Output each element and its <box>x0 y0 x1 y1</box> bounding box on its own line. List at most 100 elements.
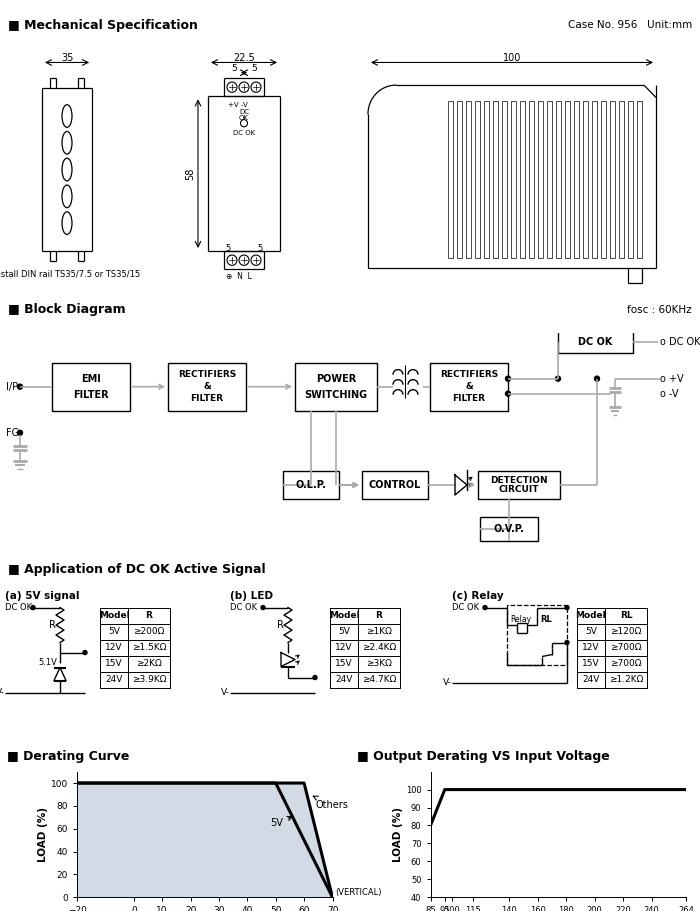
Ellipse shape <box>62 159 72 181</box>
Text: Relay: Relay <box>510 615 531 623</box>
Text: ■ Application of DC OK Active Signal: ■ Application of DC OK Active Signal <box>8 563 265 576</box>
Text: 15V: 15V <box>335 659 353 668</box>
Ellipse shape <box>62 131 72 154</box>
Bar <box>475 100 480 258</box>
Text: V-: V- <box>221 688 230 697</box>
Bar <box>493 100 498 258</box>
Y-axis label: LOAD (%): LOAD (%) <box>393 807 403 862</box>
Text: DC OK: DC OK <box>5 603 32 612</box>
Circle shape <box>251 82 261 92</box>
Text: ≥200Ω: ≥200Ω <box>133 627 164 636</box>
Circle shape <box>227 255 237 265</box>
Text: DC OK: DC OK <box>233 130 255 137</box>
Text: Install DIN rail TS35/7.5 or TS35/15: Install DIN rail TS35/7.5 or TS35/15 <box>0 270 141 279</box>
Circle shape <box>261 606 265 609</box>
Bar <box>52 363 130 411</box>
Text: 100: 100 <box>503 54 522 64</box>
Text: (a) 5V signal: (a) 5V signal <box>5 590 80 600</box>
Circle shape <box>565 606 569 609</box>
Text: V-: V- <box>0 688 5 697</box>
Text: Model: Model <box>99 611 130 620</box>
Text: RL: RL <box>540 615 552 623</box>
Text: SWITCHING: SWITCHING <box>304 390 368 400</box>
Text: 5V: 5V <box>338 627 350 636</box>
Text: 5V: 5V <box>270 816 292 828</box>
Text: Model: Model <box>575 611 606 620</box>
Text: 5: 5 <box>258 244 262 253</box>
Text: ■ Block Diagram: ■ Block Diagram <box>8 303 125 316</box>
Bar <box>295 363 377 411</box>
Text: (VERTICAL): (VERTICAL) <box>335 888 382 897</box>
Text: DC OK: DC OK <box>452 603 479 612</box>
Circle shape <box>483 606 487 609</box>
Bar <box>529 100 534 258</box>
Text: ≥3KΩ: ≥3KΩ <box>366 659 392 668</box>
Circle shape <box>565 640 569 645</box>
Text: 5: 5 <box>225 244 230 253</box>
Text: Case No. 956   Unit:mm: Case No. 956 Unit:mm <box>568 20 692 30</box>
Text: o -V: o -V <box>660 389 678 399</box>
Circle shape <box>241 119 248 127</box>
Text: ≥1.2KΩ: ≥1.2KΩ <box>609 675 643 684</box>
Text: ■ Mechanical Specification: ■ Mechanical Specification <box>8 18 198 32</box>
Text: ≥3.9KΩ: ≥3.9KΩ <box>132 675 167 684</box>
Text: &: & <box>465 383 473 391</box>
Text: 24V: 24V <box>582 675 600 684</box>
Circle shape <box>505 391 510 396</box>
Text: 5V: 5V <box>108 627 120 636</box>
Text: FILTER: FILTER <box>190 394 223 404</box>
Bar <box>619 100 624 258</box>
Text: 22.5: 22.5 <box>233 54 255 64</box>
Bar <box>547 100 552 258</box>
Bar <box>466 100 471 258</box>
Circle shape <box>594 376 599 381</box>
Bar <box>583 100 588 258</box>
Text: DC OK: DC OK <box>578 336 612 346</box>
Bar <box>556 100 561 258</box>
Text: O.V.P.: O.V.P. <box>494 524 524 534</box>
Text: O.L.P.: O.L.P. <box>295 480 326 490</box>
Text: ≥700Ω: ≥700Ω <box>610 643 642 652</box>
Y-axis label: LOAD (%): LOAD (%) <box>38 807 48 862</box>
Bar <box>610 100 615 258</box>
Circle shape <box>18 430 22 435</box>
Text: POWER: POWER <box>316 374 356 384</box>
Bar <box>283 471 339 499</box>
Circle shape <box>505 376 510 381</box>
Bar <box>457 100 462 258</box>
Text: fosc : 60KHz: fosc : 60KHz <box>627 305 692 314</box>
Text: 58: 58 <box>185 168 195 179</box>
Text: ⊕  N  L: ⊕ N L <box>226 271 252 281</box>
Text: ≥1KΩ: ≥1KΩ <box>366 627 392 636</box>
Bar <box>484 100 489 258</box>
Text: ≥2KΩ: ≥2KΩ <box>136 659 162 668</box>
Text: 5V: 5V <box>585 627 597 636</box>
Text: 5.1V: 5.1V <box>38 658 57 667</box>
Ellipse shape <box>62 105 72 128</box>
Bar <box>511 100 516 258</box>
Text: o DC OK: o DC OK <box>660 336 700 346</box>
Circle shape <box>251 255 261 265</box>
Circle shape <box>556 376 561 381</box>
Ellipse shape <box>62 211 72 234</box>
Bar <box>362 471 428 499</box>
Text: R: R <box>376 611 382 620</box>
Ellipse shape <box>62 185 72 208</box>
Circle shape <box>18 384 22 389</box>
Circle shape <box>83 650 87 654</box>
Bar <box>538 100 543 258</box>
Text: ≥1.5KΩ: ≥1.5KΩ <box>132 643 167 652</box>
Text: ≥4.7KΩ: ≥4.7KΩ <box>362 675 396 684</box>
Text: 12V: 12V <box>582 643 600 652</box>
Text: 12V: 12V <box>105 643 122 652</box>
Bar <box>168 363 246 411</box>
Text: ≥2.4KΩ: ≥2.4KΩ <box>362 643 396 652</box>
Bar <box>601 100 606 258</box>
Bar <box>628 100 633 258</box>
Circle shape <box>313 676 317 680</box>
Bar <box>574 100 579 258</box>
Text: &: & <box>203 383 211 391</box>
Text: R: R <box>48 619 55 630</box>
Text: Others: Others <box>313 796 349 810</box>
Bar <box>520 100 525 258</box>
